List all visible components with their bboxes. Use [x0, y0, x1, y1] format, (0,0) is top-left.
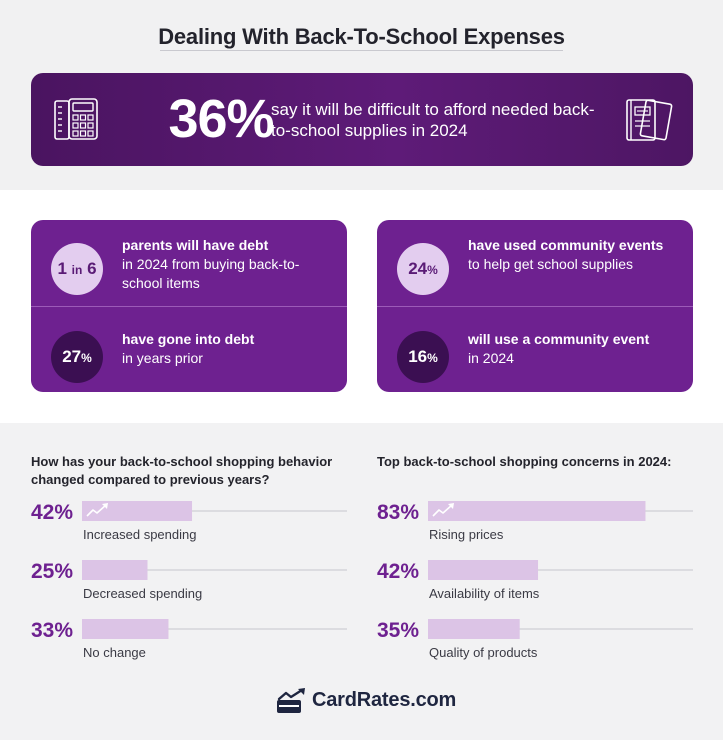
bar-category-label: Quality of products [429, 645, 538, 660]
chart-title-behavior: How has your back-to-school shopping beh… [31, 454, 333, 487]
bar-value-label: 42% [31, 501, 73, 524]
trend-up-icon [86, 504, 107, 517]
bar-value-label: 83% [377, 501, 419, 524]
behavior-change-chart: 42% Increased spending 25% Decreased spendi… [31, 501, 347, 660]
bar-category-label: No change [83, 645, 146, 660]
stat-bubble-1-in-6: 1 in 6 [51, 243, 103, 295]
hero-banner: 36% say it will be difficult to afford n… [31, 73, 693, 166]
title-underline [160, 50, 563, 51]
page-title: Dealing With Back-To-School Expenses [158, 24, 565, 49]
cardrates-logo-text: CardRates.com [312, 689, 457, 711]
bar [428, 501, 646, 521]
debt-stats-card: 1 in 6 parents will have debt in 2024 fr… [31, 220, 347, 392]
bar [82, 619, 169, 639]
bar [82, 560, 148, 580]
bar [428, 619, 520, 639]
bar-value-label: 42% [377, 560, 419, 583]
notebook-icon [626, 99, 673, 141]
stats-section: 1 in 6 parents will have debt in 2024 fr… [0, 190, 723, 423]
bar [428, 560, 539, 580]
bar-category-label: Availability of items [429, 586, 540, 601]
stat-bubble-16: 16% [397, 331, 449, 383]
header-section: Dealing With Back-To-School Expenses 36%… [0, 0, 723, 190]
bar-category-label: Increased spending [83, 527, 196, 542]
bar-value-label: 25% [31, 560, 73, 583]
hero-percent: 36% [168, 89, 274, 149]
stat-text-community-used: have used community events to help get s… [468, 237, 664, 272]
stat-bubble-24: 24% [397, 243, 449, 295]
community-stats-card: 24% have used community events to help g… [377, 220, 693, 392]
footer: CardRates.com [0, 688, 723, 718]
stat-text-community-will-use: will use a community event in 2024 [468, 331, 650, 366]
arrow-head-icon [448, 503, 454, 509]
chart-title-concerns: Top back-to-school shopping concerns in … [377, 454, 672, 469]
calculator-icon [54, 98, 98, 140]
stat-text-parents-debt: parents will have debt in 2024 from buyi… [122, 237, 300, 291]
bar [82, 501, 193, 521]
shopping-concerns-chart: 83% Rising prices 42% Availability of items… [377, 501, 693, 660]
card-divider [31, 306, 347, 307]
charts-section: How has your back-to-school shopping beh… [0, 423, 723, 740]
arrow-head-icon [102, 503, 108, 509]
bar-value-label: 35% [377, 619, 419, 642]
bar-category-label: Decreased spending [83, 586, 202, 601]
trend-up-icon [432, 504, 453, 517]
stat-text-prior-debt: have gone into debt in years prior [122, 331, 255, 366]
bar-category-label: Rising prices [429, 527, 504, 542]
bar-value-label: 33% [31, 619, 73, 642]
card-divider [377, 306, 693, 307]
stat-bubble-27: 27% [51, 331, 103, 383]
cardrates-logo-icon [277, 688, 305, 713]
hero-text: say it will be difficult to afford neede… [271, 100, 595, 140]
